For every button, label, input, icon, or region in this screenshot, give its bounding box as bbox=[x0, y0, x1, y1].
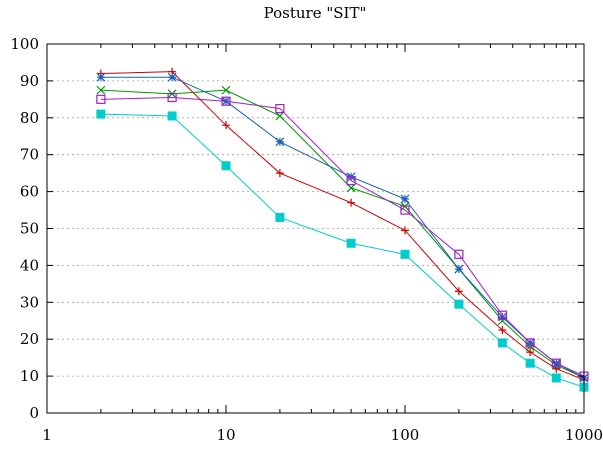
series-2 bbox=[96, 85, 589, 383]
data-point bbox=[221, 96, 231, 106]
x-tick-label: 1000 bbox=[565, 426, 603, 444]
data-point bbox=[497, 310, 507, 320]
data-point bbox=[454, 264, 464, 274]
series-layer bbox=[96, 67, 589, 392]
data-point bbox=[275, 103, 285, 114]
y-tick-label: 70 bbox=[20, 146, 39, 164]
data-point bbox=[525, 358, 535, 368]
data-point bbox=[96, 109, 106, 119]
y-tick-label: 0 bbox=[29, 404, 39, 422]
axis-ticks bbox=[46, 43, 585, 414]
x-tick-label: 100 bbox=[391, 426, 420, 444]
data-point bbox=[275, 111, 285, 121]
y-tick-label: 90 bbox=[20, 72, 39, 90]
data-point bbox=[221, 85, 231, 95]
x-tick-label: 10 bbox=[216, 426, 235, 444]
data-point bbox=[551, 373, 561, 383]
data-point bbox=[96, 72, 106, 82]
data-point bbox=[498, 325, 507, 334]
data-point bbox=[275, 212, 285, 222]
data-point bbox=[347, 198, 356, 207]
grid-lines bbox=[47, 80, 584, 377]
series-line-2 bbox=[100, 89, 585, 379]
data-point bbox=[400, 194, 410, 204]
data-point bbox=[400, 205, 410, 215]
y-tick-label: 40 bbox=[20, 256, 39, 274]
data-point bbox=[401, 226, 409, 235]
y-tick-label: 60 bbox=[20, 183, 39, 201]
y-tick-label: 100 bbox=[10, 35, 39, 53]
y-tick-label: 50 bbox=[20, 220, 39, 238]
data-point bbox=[167, 111, 177, 121]
y-tick-label: 20 bbox=[20, 330, 39, 348]
series-line-4 bbox=[100, 97, 585, 377]
y-tick-label: 10 bbox=[20, 367, 39, 385]
series-5 bbox=[96, 109, 589, 392]
data-point bbox=[96, 85, 106, 95]
data-point bbox=[526, 348, 535, 357]
data-point bbox=[454, 299, 464, 309]
x-tick-label: 1 bbox=[42, 426, 52, 444]
data-point bbox=[525, 338, 535, 348]
data-point bbox=[454, 287, 463, 296]
data-point bbox=[167, 72, 177, 82]
data-point bbox=[167, 92, 177, 103]
data-point bbox=[96, 94, 106, 104]
data-point bbox=[551, 358, 561, 368]
data-point bbox=[275, 137, 285, 147]
data-point bbox=[346, 183, 356, 193]
data-point bbox=[346, 238, 356, 248]
series-line-3 bbox=[100, 76, 585, 379]
y-tick-label: 80 bbox=[20, 109, 39, 127]
data-point bbox=[346, 175, 356, 186]
data-point bbox=[221, 161, 231, 171]
data-point bbox=[400, 249, 410, 259]
data-point bbox=[222, 121, 230, 130]
y-tick-label: 30 bbox=[20, 293, 39, 311]
data-point bbox=[497, 312, 507, 322]
data-point bbox=[454, 249, 464, 259]
data-point bbox=[275, 169, 284, 178]
chart-title: Posture "SIT" bbox=[264, 4, 367, 22]
data-point bbox=[497, 338, 507, 348]
series-4 bbox=[96, 92, 589, 381]
